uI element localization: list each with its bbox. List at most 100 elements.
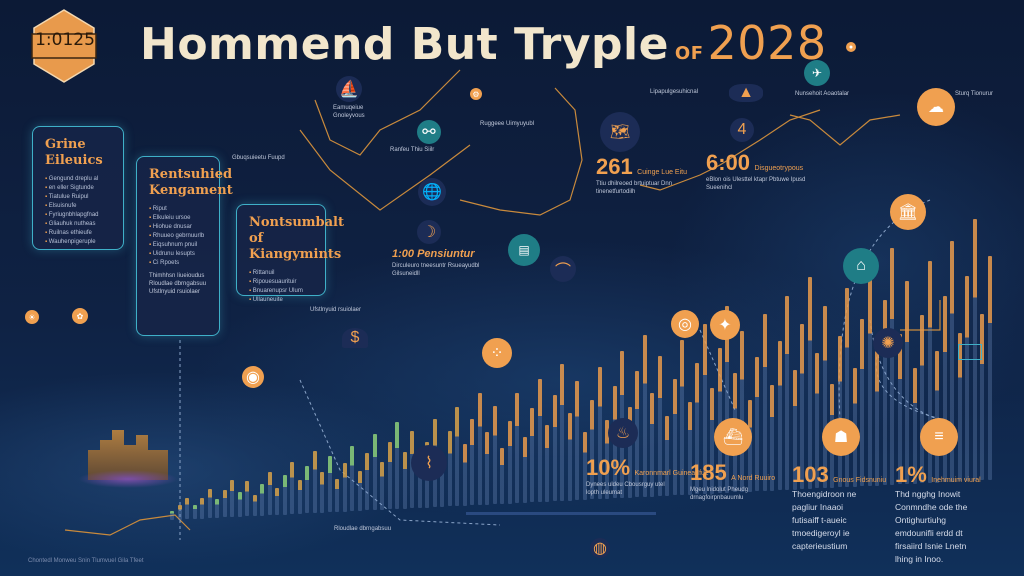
chart-bar <box>297 480 302 514</box>
cloud-icon: ☁ <box>917 88 955 126</box>
chart-bar <box>440 453 444 507</box>
chart-bar <box>755 357 759 492</box>
chart-bar <box>680 340 684 496</box>
title-year: 2028 <box>707 16 827 70</box>
chart-bar <box>350 445 354 512</box>
card-item: en eller Sigtunde <box>45 184 111 193</box>
ship-icon: ⛵ <box>336 76 362 102</box>
card-paragraph: Ufstlnyuid rsuiolaer <box>149 289 201 295</box>
stat-label: Inehmuim viural <box>931 477 981 484</box>
stat-label: A Nord Ruuiro <box>731 475 776 482</box>
card-item: Ruilnas ethieufe <box>45 229 111 238</box>
chart-bar <box>192 505 197 519</box>
chart-bar <box>275 488 279 515</box>
footer-caption: Chontedl Monweu Snin Tlumvuel Gila Tfeet <box>28 558 144 564</box>
chart-bar <box>417 463 422 508</box>
info-card-2: Rentsuhied Kengament Riput Elkuleiu urso… <box>136 156 233 336</box>
chart-bar <box>972 219 977 481</box>
chart-bar <box>920 315 924 484</box>
chart-bar <box>800 323 804 490</box>
hexagon-badge-icon <box>31 9 97 83</box>
chart-bar <box>950 240 954 482</box>
chart-bar <box>590 399 594 500</box>
bar-chart-icon <box>958 344 982 360</box>
stat-text: eBlon ois Ulesttel ktapr Pbtuwe Ipusd Su… <box>706 177 806 191</box>
card-item: Elkuleiu ursoe <box>149 214 207 223</box>
chart-bar <box>455 406 459 507</box>
annotation-text: Lipapulgesuhicnal <box>650 89 699 95</box>
chart-bar <box>657 356 662 497</box>
chart-bar <box>260 484 264 516</box>
chart-bar <box>807 277 812 489</box>
chart-bar <box>237 491 242 517</box>
chart-bar <box>507 420 512 504</box>
chart-bar <box>642 335 647 497</box>
card-item: Hiohue dnusar <box>149 223 207 232</box>
globe-icon: 🌐 <box>418 178 446 206</box>
chart-bar <box>470 418 474 506</box>
chart-bar <box>665 415 669 496</box>
chart-bar <box>942 296 947 483</box>
stat-value: 1:00 Pensiuntur <box>392 248 475 260</box>
number-four-icon: 4 <box>730 118 754 142</box>
chart-bar <box>215 498 219 518</box>
link-icon: ⚯ <box>417 120 441 144</box>
chart-bar <box>882 300 887 486</box>
moon-icon: ☽ <box>417 220 441 244</box>
chart-bar <box>500 447 504 504</box>
chart-bar <box>312 450 317 514</box>
stat-label: Karonnmarl Guinea Ifue <box>634 470 709 477</box>
stat-value: 6:00 <box>706 150 751 175</box>
stat-value: 185 <box>690 460 727 485</box>
chart-bar <box>290 461 294 515</box>
page-title: Hommend But Tryple OF2028 <box>140 16 827 70</box>
stat-185: 185 A Nord Ruuiro Mgeu lnidolut Pheudg d… <box>690 460 775 502</box>
chart-bar <box>860 318 864 487</box>
stat-600: 6:00 Disgueotrypous eBlon ois Ulesttel k… <box>706 150 826 192</box>
light-icon: ✦ <box>710 310 740 340</box>
chart-bar <box>897 333 902 485</box>
gear-icon: ⚙ <box>470 88 482 100</box>
chart-bar <box>740 331 744 493</box>
annotation-text: Gbuqsuieetu Fuupd <box>232 155 285 161</box>
card-item: Rittanuil <box>249 269 313 278</box>
chart-bar <box>980 313 984 481</box>
satellite-map-icon: ⌇ <box>411 445 447 481</box>
chart-bar <box>515 392 519 504</box>
chart-bar <box>890 248 894 485</box>
stat-100: 1:00 Pensiuntur Dirculeuro tneesuntr Rsu… <box>392 244 492 278</box>
chart-bar <box>485 432 489 505</box>
chart-bar <box>927 261 932 483</box>
stat-text: Dynees uldeu Cbousrguy utel lopth uleuma… <box>586 482 665 496</box>
island-icon: ⌂ <box>843 248 879 284</box>
chart-bar <box>987 256 992 480</box>
stat-text: Dirculeuro tneesuntr Rsueayudbl Gilsunei… <box>392 263 480 277</box>
stat-text: Ttiu dhilreoed brtuiptuar Dnn tinenetfur… <box>596 181 673 195</box>
chart-bar <box>230 479 234 518</box>
card-item: Bnuarenupsr Ulum <box>249 287 313 296</box>
annotation-text: Nunsehoit Aoaotalar <box>795 91 850 97</box>
stat-label: Disgueotrypous <box>754 165 804 172</box>
chart-bar <box>545 425 549 502</box>
annotation-text: Ruggeee Uimyuyubl <box>480 121 535 127</box>
chart-bar <box>447 430 452 507</box>
chart-bar <box>207 489 212 519</box>
bank-card-icon: ▤ <box>508 234 540 266</box>
chart-bar <box>867 268 872 486</box>
chart-bar <box>252 495 257 516</box>
location-pin-icon: ● <box>846 42 856 52</box>
bridge-icon: ⌒ <box>550 256 576 282</box>
annotation-text: Rloudlae dbrngabsuu <box>334 526 392 532</box>
card-paragraph: Rloudlae dbrngabsuu <box>149 281 207 287</box>
stat-text: Thd ngghg Inowit Conmndhe ode the Ontigh… <box>895 489 968 564</box>
globe-small-icon: ◍ <box>590 538 610 558</box>
chart-bar <box>530 408 534 503</box>
chart-bar <box>777 341 782 491</box>
card-item: Rhuueo gebrnuurlb <box>149 232 207 241</box>
chart-bar <box>935 350 939 483</box>
coins-icon: ◎ <box>671 310 699 338</box>
chart-bar <box>770 385 774 491</box>
chart-bar <box>365 453 369 511</box>
chart-bar <box>357 471 362 511</box>
chart-bar <box>762 313 767 492</box>
